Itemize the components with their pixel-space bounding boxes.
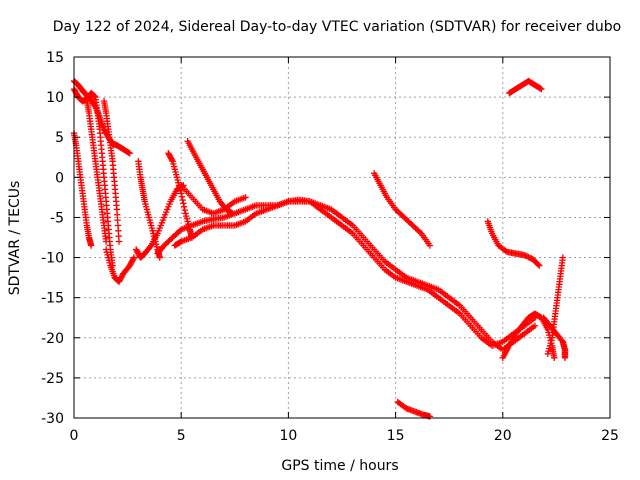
series-arc-p (484, 218, 543, 269)
data-point (561, 354, 569, 362)
data-point (536, 262, 543, 269)
data-point (551, 354, 558, 362)
data-point (521, 251, 528, 259)
data-point (522, 252, 529, 260)
y-tick-label: 5 (55, 130, 64, 146)
series-arc-d (83, 97, 110, 245)
y-tick-label: -10 (41, 251, 64, 267)
data-point (537, 85, 544, 92)
data-point (426, 242, 434, 249)
series-arc-j (154, 198, 539, 354)
data-point (534, 261, 542, 268)
series-arc-t (499, 310, 558, 362)
data-point (113, 206, 121, 213)
plot-frame (73, 56, 611, 419)
y-tick-label: -5 (50, 210, 64, 226)
x-tick-label: 10 (279, 428, 297, 444)
series-arc-m (184, 138, 236, 217)
y-tick-label: 0 (55, 170, 64, 186)
data-point (242, 194, 249, 201)
data-point (426, 413, 434, 420)
data-point (181, 206, 188, 214)
series-arc-g (135, 158, 163, 261)
data-point (179, 196, 186, 204)
x-tick-label: 25 (601, 428, 619, 444)
x-tick-labels: 0 5 10 15 20 25 (70, 57, 619, 444)
y-tick-label: -30 (41, 411, 64, 427)
data-point (130, 255, 137, 263)
data-point (229, 210, 236, 217)
x-tick-label: 5 (177, 428, 186, 444)
data-point (114, 216, 121, 224)
data-point (102, 238, 110, 245)
data-point (416, 228, 424, 236)
data-point (156, 254, 163, 261)
series-arc-i (165, 150, 196, 241)
y-axis-label: SDTVAR / TECUs (7, 181, 23, 296)
y-tick-label: -15 (41, 291, 64, 307)
data-point (538, 85, 545, 93)
data-point (502, 247, 509, 255)
data-point (526, 254, 534, 262)
data-point (178, 193, 186, 200)
y-tick-label: -25 (41, 371, 64, 387)
data-point (178, 190, 185, 197)
data-point (531, 322, 539, 329)
x-tick-label: 15 (387, 428, 405, 444)
data-point (176, 238, 184, 246)
data-point (130, 254, 138, 261)
data-points (70, 77, 569, 420)
data-point (228, 209, 235, 216)
series-arc-n (370, 170, 434, 249)
data-point (115, 238, 123, 245)
data-point (176, 227, 183, 235)
data-point (114, 222, 122, 229)
chart-title: Day 122 of 2024, Sidereal Day-to-day VTE… (53, 19, 621, 35)
y-tick-labels: 15 10 5 0 -5 -10 -15 -20 -25 -30 (41, 50, 610, 427)
data-point (115, 227, 122, 235)
data-point (126, 150, 133, 157)
series-arc-k (171, 196, 539, 349)
data-point (114, 211, 121, 218)
data-point (125, 149, 132, 156)
y-tick-label: 15 (46, 50, 64, 66)
series-arc-f (102, 246, 138, 285)
data-point (91, 93, 98, 100)
data-point (523, 253, 531, 260)
data-point (146, 243, 154, 251)
series-arc-e (100, 97, 123, 245)
x-axis-label: GPS time / hours (281, 458, 398, 474)
data-point (559, 254, 567, 261)
y-tick-label: -20 (41, 331, 64, 347)
x-tick-label: 0 (70, 428, 79, 444)
series-arc-c (70, 130, 95, 249)
series-arc-o (394, 398, 434, 420)
data-point (115, 232, 122, 240)
data-point (180, 203, 188, 210)
data-point (87, 242, 95, 249)
data-point (525, 253, 532, 261)
data-point (180, 200, 187, 207)
data-point (168, 156, 176, 164)
series-arc-q (506, 77, 545, 97)
y-tick-label: 10 (46, 90, 64, 106)
data-point (90, 92, 98, 99)
x-tick-label: 20 (494, 428, 512, 444)
